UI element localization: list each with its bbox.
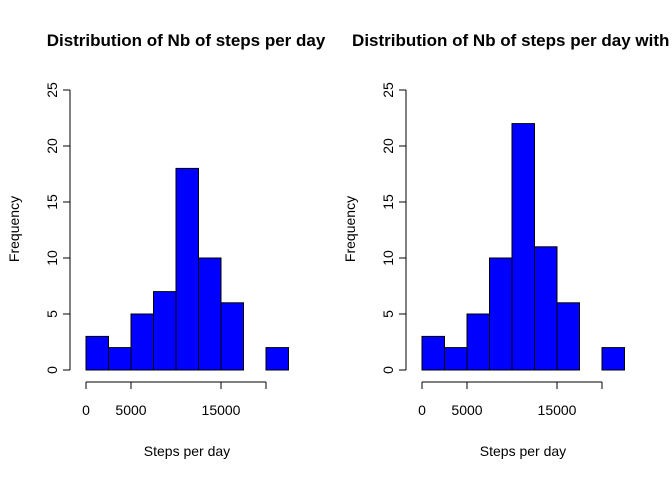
y-axis: 0 5 10 15 20 25 <box>380 82 407 374</box>
histogram-bar <box>153 291 177 371</box>
y-tick-label: 15 <box>44 194 60 210</box>
histogram-bar <box>466 313 490 371</box>
histogram-bar <box>534 246 558 371</box>
x-tick-label: 0 <box>418 402 426 418</box>
y-axis-label: Frequency <box>6 196 22 262</box>
histogram-bar <box>130 313 154 371</box>
histogram-bar <box>108 347 132 371</box>
x-tick-label: 5000 <box>115 402 146 418</box>
histogram-bar <box>85 335 109 371</box>
x-axis: 0 5000 15000 <box>418 381 603 418</box>
histogram-bar <box>489 257 513 371</box>
x-axis: 0 5000 15000 <box>82 381 267 418</box>
histogram-bar <box>265 347 289 371</box>
histogram-panel-right: 0 5 10 15 20 25 0 5000 15000 Steps per day Freq… <box>342 82 625 459</box>
y-tick-label: 10 <box>44 250 60 266</box>
y-tick-label: 20 <box>380 138 396 154</box>
y-tick-label: 0 <box>380 366 396 374</box>
y-tick-label: 10 <box>380 250 396 266</box>
y-tick-label: 0 <box>44 366 60 374</box>
y-tick-label: 5 <box>380 310 396 318</box>
histogram-bar <box>220 302 244 371</box>
x-tick-label: 5000 <box>451 402 482 418</box>
y-tick-label: 25 <box>380 82 396 98</box>
histogram-bar <box>511 123 535 371</box>
histogram-bar <box>175 167 199 371</box>
x-tick-label: 0 <box>82 402 90 418</box>
histogram-bar <box>198 257 222 371</box>
bars-group <box>421 123 625 371</box>
x-tick-label: 15000 <box>538 402 577 418</box>
x-tick-label: 15000 <box>202 402 241 418</box>
y-tick-label: 5 <box>44 310 60 318</box>
histogram-bar <box>444 347 468 371</box>
y-tick-label: 15 <box>380 194 396 210</box>
y-axis-label: Frequency <box>342 196 358 262</box>
histogram-panel-left: 0 5 10 15 20 25 0 5000 15000 Steps per day Freq… <box>6 82 289 459</box>
chart-title-left: Distribution of Nb of steps per day <box>47 31 326 50</box>
x-axis-label: Steps per day <box>480 443 566 459</box>
histogram-bar <box>421 335 445 371</box>
histogram-bar <box>556 302 580 371</box>
y-tick-label: 25 <box>44 82 60 98</box>
histogram-bar <box>601 347 625 371</box>
y-axis: 0 5 10 15 20 25 <box>44 82 71 374</box>
bars-group <box>85 167 289 371</box>
x-axis-label: Steps per day <box>144 443 230 459</box>
chart-title-right: Distribution of Nb of steps per day with… <box>352 31 672 50</box>
y-tick-label: 20 <box>44 138 60 154</box>
